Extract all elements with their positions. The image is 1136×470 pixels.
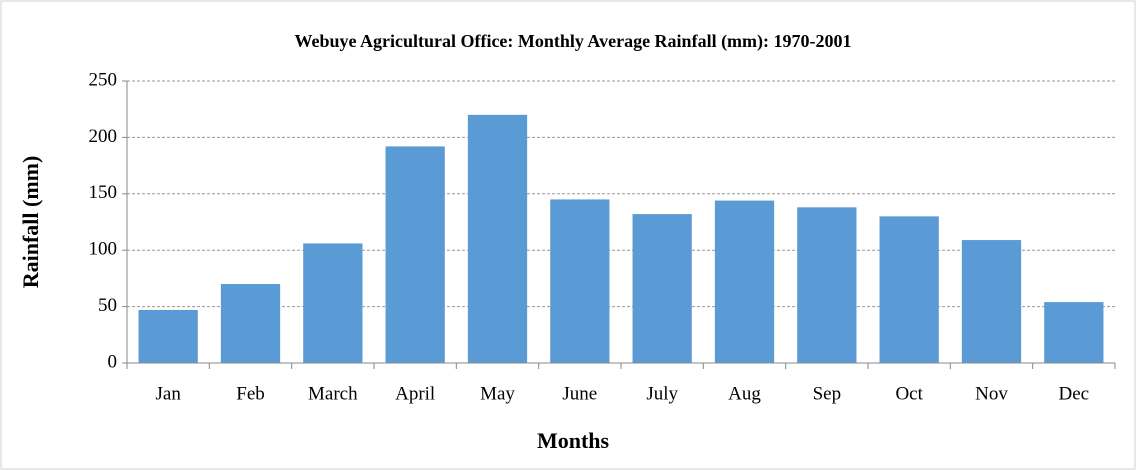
x-tick-label: Dec: [1059, 383, 1090, 404]
bar: [467, 114, 528, 363]
bar: [797, 207, 857, 363]
y-tick-label: 0: [108, 351, 118, 372]
y-tick-label: 200: [89, 126, 118, 147]
bar: [220, 284, 281, 363]
x-tick-label: Aug: [728, 383, 761, 404]
chart-title: Webuye Agricultural Office: Monthly Aver…: [294, 31, 851, 52]
bar: [303, 243, 363, 363]
bar: [550, 199, 610, 363]
bar: [385, 146, 445, 363]
x-tick-label: Feb: [236, 383, 265, 404]
bar: [632, 214, 692, 363]
bar: [714, 200, 775, 363]
y-tick-label: 150: [89, 182, 118, 203]
bar: [961, 240, 1022, 363]
y-axis-title: Rainfall (mm): [18, 156, 43, 289]
x-axis-title: Months: [537, 428, 610, 453]
x-tick-label: May: [480, 383, 515, 404]
x-tick-label: Sep: [813, 383, 842, 404]
x-tick-label: March: [308, 383, 358, 404]
y-tick-label: 250: [89, 69, 118, 90]
y-tick-label: 100: [89, 239, 118, 260]
x-tick-label: April: [395, 383, 435, 404]
bar: [1044, 302, 1104, 363]
bar: [879, 216, 939, 363]
x-tick-label: July: [646, 383, 678, 404]
x-tick-label: Oct: [895, 383, 923, 404]
x-tick-label: Nov: [975, 383, 1008, 404]
y-tick-label: 50: [98, 295, 117, 316]
x-tick-label: Jan: [156, 383, 182, 404]
bar: [138, 309, 198, 363]
x-tick-label: June: [562, 383, 597, 404]
